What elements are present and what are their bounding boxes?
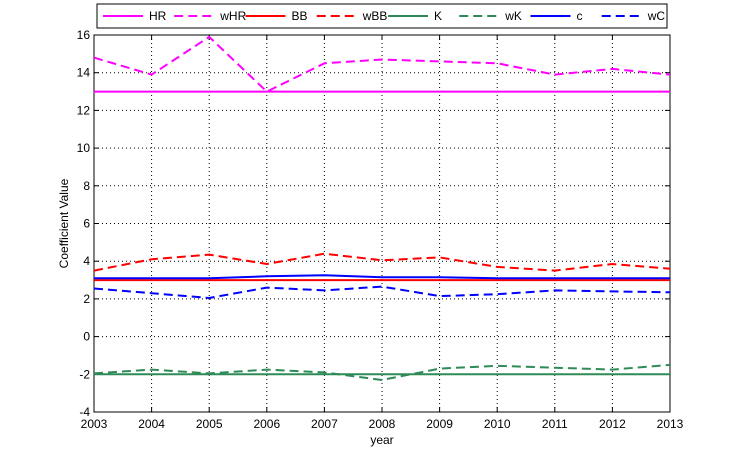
y-tick-label: 10	[77, 141, 91, 155]
series-line-wc	[93, 285, 671, 299]
series-line-c	[94, 274, 670, 280]
legend-label-bb: BB	[292, 9, 308, 23]
legend-label-k: K	[434, 9, 442, 23]
x-tick-label: 2004	[138, 417, 165, 431]
y-axis-title: Coefficient Value	[57, 178, 71, 268]
x-tick-label: 2007	[311, 417, 338, 431]
y-tick-label: -2	[79, 367, 90, 381]
x-tick-label: 2012	[599, 417, 626, 431]
y-tick-label: 12	[77, 103, 91, 117]
x-tick-label: 2009	[426, 417, 453, 431]
legend-label-wk: wK	[504, 9, 522, 23]
legend-label-c: c	[577, 9, 583, 23]
x-axis-title: year	[370, 433, 393, 447]
y-tick-label: 2	[83, 292, 90, 306]
legend-label-whr: wHR	[219, 9, 246, 23]
y-tick-label: 16	[77, 28, 91, 42]
y-tick-label: 4	[83, 254, 90, 268]
x-tick-label: 2010	[484, 417, 511, 431]
series-line-whr	[93, 35, 671, 93]
x-tick-label: 2006	[253, 417, 280, 431]
grid-layer	[94, 35, 670, 412]
tick-layer: 2003 2004 2005 2006 2007 2008 2009 2010 2011 2012…	[77, 28, 684, 431]
x-tick-label: 2013	[657, 417, 684, 431]
x-tick-label: 2011	[542, 417, 568, 431]
y-tick-label: -4	[79, 405, 90, 419]
legend-label-wc: wC	[647, 9, 666, 23]
x-tick-label: 2003	[81, 417, 108, 431]
x-tick-label: 2005	[196, 417, 223, 431]
series-layer	[93, 35, 671, 381]
y-tick-label: 6	[83, 217, 90, 231]
series-line-wbb	[93, 252, 671, 272]
legend-label-hr: HR	[149, 9, 167, 23]
y-tick-label: 8	[83, 179, 90, 193]
y-tick-label: 14	[77, 66, 91, 80]
legend-label-wbb: wBB	[362, 9, 388, 23]
series-line-wk	[93, 363, 671, 381]
x-tick-label: 2008	[369, 417, 396, 431]
y-tick-label: 0	[83, 330, 90, 344]
